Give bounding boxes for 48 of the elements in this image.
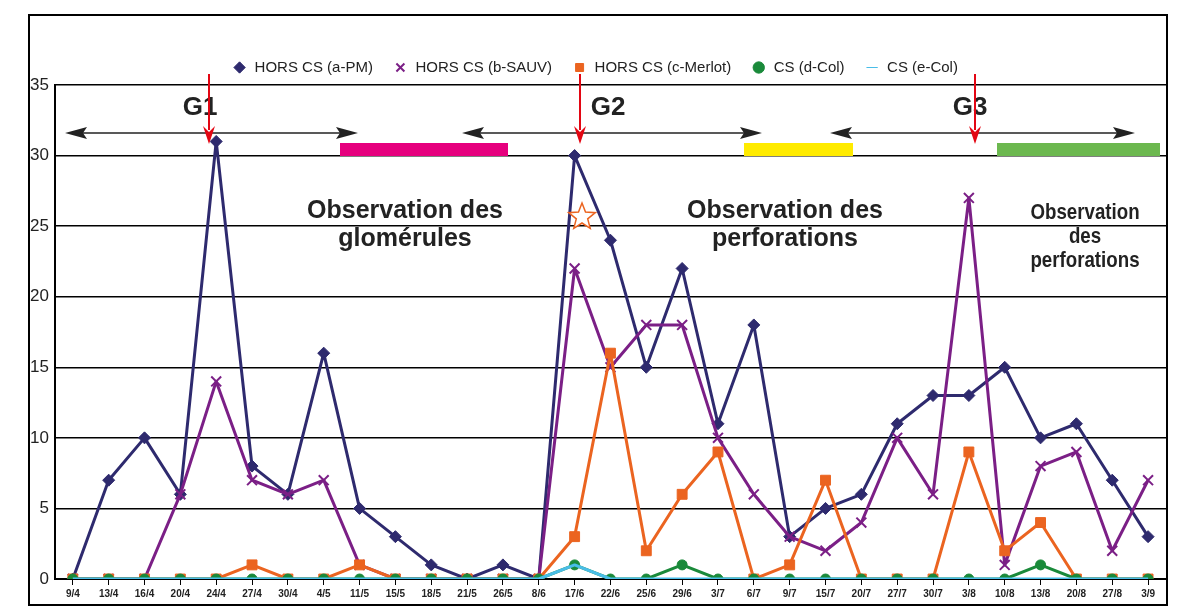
y-tick-label: 35 (29, 74, 49, 94)
x-tick-label: 20/8 (1066, 587, 1087, 599)
y-tick-label: 0 (39, 568, 49, 588)
legend-label: HORS CS (a-PM) (254, 57, 373, 75)
y-tick-label: 15 (29, 356, 49, 376)
legend-label: CS (d-Col) (773, 57, 845, 75)
annotation: Observation des perforations (1029, 199, 1141, 273)
y-tick-label: 5 (39, 498, 49, 518)
x-tick-label: 13/8 (1030, 587, 1051, 599)
x-tick-label: 11/5 (350, 587, 370, 599)
x-tick-label: 18/5 (421, 587, 442, 599)
x-tick-label: 3/7 (711, 587, 726, 599)
x-tick-label: 15/5 (385, 587, 406, 599)
x-tick-label: 20/4 (170, 587, 191, 599)
annotation: Observation des glomérules (306, 195, 504, 251)
x-tick-label: 27/8 (1102, 587, 1123, 599)
x-tick-label: 24/4 (206, 587, 227, 599)
x-tick-label: 10/8 (994, 587, 1015, 599)
x-tick-label: 27/4 (242, 587, 263, 599)
x-tick-label: 9/4 (65, 587, 81, 599)
legend-label: HORS CS (b-SAUV) (415, 57, 553, 75)
x-tick-label: 21/5 (457, 587, 478, 599)
x-tick-label: 4/5 (316, 587, 332, 599)
y-tick-label: 20 (29, 286, 49, 306)
annotation: Observation des perforations (686, 195, 884, 251)
annotation: G2 (589, 91, 627, 121)
x-tick-label: 25/6 (636, 587, 657, 599)
x-tick-label: 29/6 (672, 587, 693, 599)
y-tick-label: 25 (29, 215, 49, 235)
legend-label: HORS CS (c-Merlot) (594, 57, 732, 75)
x-tick-label: 30/4 (278, 587, 299, 599)
x-tick-label: 3/9 (1141, 587, 1156, 599)
x-tick-label: 13/4 (98, 587, 119, 599)
x-tick-label: 20/7 (851, 587, 872, 599)
x-tick-label: 9/7 (782, 587, 798, 599)
x-tick-label: 17/6 (564, 587, 585, 599)
x-tick-label: 26/5 (493, 587, 514, 599)
x-tick-label: 8/6 (531, 587, 547, 599)
x-tick-label: 22/6 (600, 587, 621, 599)
x-tick-label: 3/8 (961, 587, 977, 599)
x-tick-label: 30/7 (923, 587, 944, 599)
y-tick-label: 30 (29, 145, 49, 165)
x-tick-label: 6/7 (746, 587, 762, 599)
x-tick-label: 16/4 (134, 587, 155, 599)
x-tick-label: 27/7 (887, 587, 908, 599)
x-tick-label: 15/7 (815, 587, 836, 599)
legend-label: CS (e-Col) (887, 57, 958, 75)
y-tick-label: 10 (29, 427, 49, 447)
